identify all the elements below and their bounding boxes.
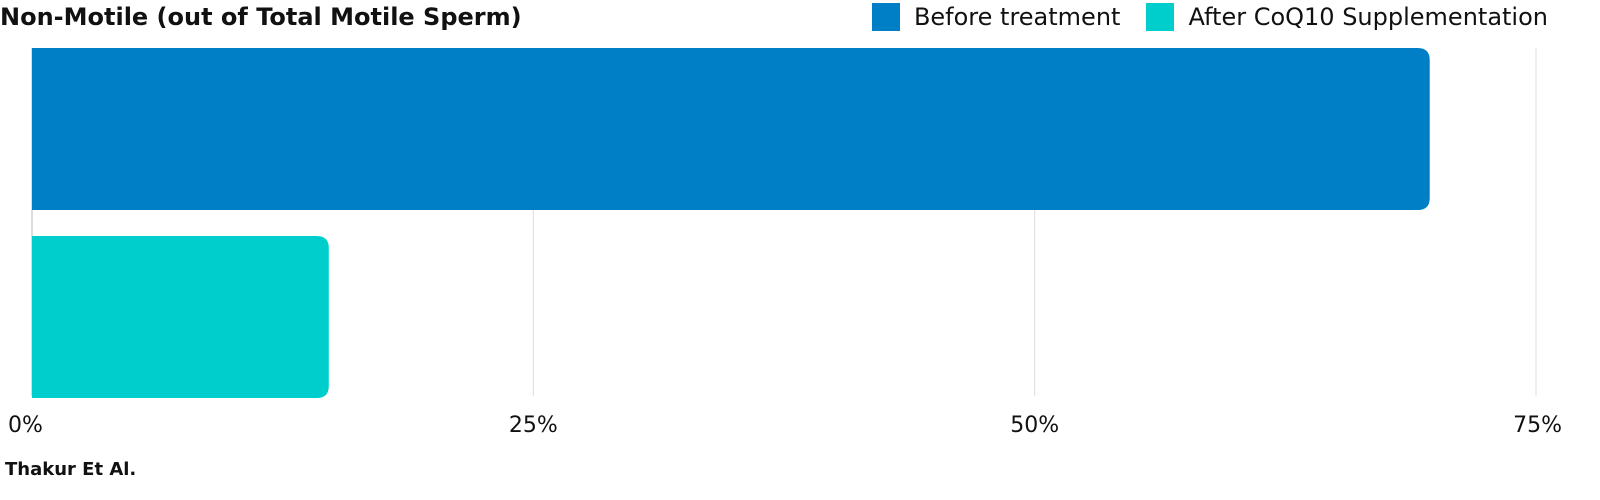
legend-swatch-before bbox=[871, 3, 900, 31]
x-tick-label-25: 25% bbox=[509, 413, 558, 438]
legend-label-after: After CoQ10 Supplementation bbox=[1188, 3, 1548, 31]
legend-swatch-after bbox=[1146, 3, 1175, 31]
x-tick-label-75: 75% bbox=[1513, 413, 1562, 438]
bar-after-coq10 bbox=[32, 236, 329, 398]
legend-item-after: After CoQ10 Supplementation bbox=[1146, 3, 1548, 31]
x-tick-label-50: 50% bbox=[1010, 413, 1059, 438]
bar-before-treatment bbox=[32, 48, 1430, 210]
legend-item-before: Before treatment bbox=[871, 3, 1121, 31]
legend: Before treatment After CoQ10 Supplementa… bbox=[871, 0, 1548, 34]
source-note: Thakur Et Al. bbox=[5, 459, 137, 480]
legend-label-before: Before treatment bbox=[913, 3, 1121, 31]
chart-title: Non-Motile (out of Total Motile Sperm) bbox=[0, 3, 522, 31]
x-tick-label-0: 0% bbox=[8, 413, 43, 438]
